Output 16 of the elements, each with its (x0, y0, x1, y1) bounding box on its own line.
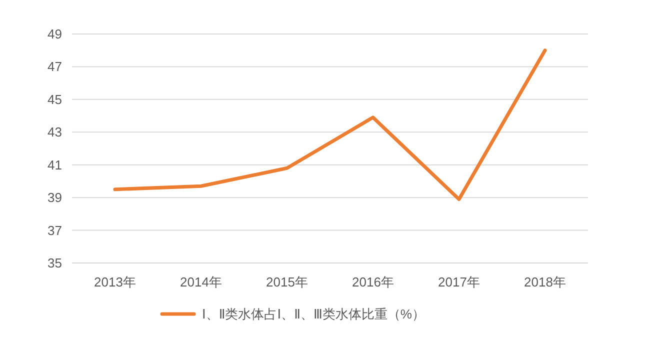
y-tick-label: 47 (48, 59, 62, 74)
x-tick-label: 2018年 (524, 274, 566, 290)
x-tick-label: 2013年 (94, 274, 136, 290)
y-tick-label: 45 (48, 92, 62, 107)
legend: Ⅰ、Ⅱ类水体占Ⅰ、Ⅱ、Ⅲ类水体比重（%） (160, 306, 425, 322)
y-tick-label: 37 (48, 222, 62, 238)
legend-label: Ⅰ、Ⅱ类水体占Ⅰ、Ⅱ、Ⅲ类水体比重（%） (202, 306, 425, 322)
y-tick-label: 43 (48, 124, 62, 140)
y-tick-label: 49 (48, 26, 62, 42)
y-tick-label: 39 (48, 190, 62, 206)
y-tick-label: 41 (48, 157, 62, 172)
x-tick-label: 2014年 (180, 274, 222, 290)
x-tick-label: 2016年 (352, 274, 394, 290)
y-tick-label: 35 (48, 256, 62, 270)
x-tick-label: 2017年 (438, 274, 480, 290)
x-tick-label: 2015年 (266, 274, 308, 290)
